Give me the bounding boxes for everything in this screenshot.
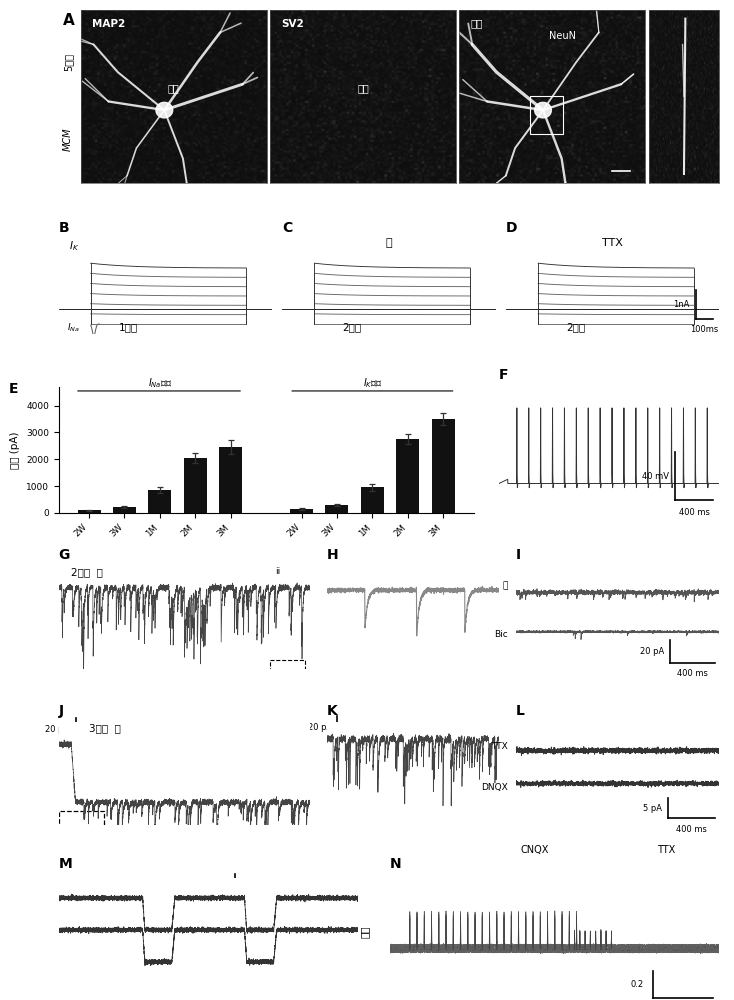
Text: 40 mV: 40 mV xyxy=(642,472,669,481)
Text: 2个月: 2个月 xyxy=(342,322,361,332)
Text: 6 s: 6 s xyxy=(92,747,105,756)
Text: 6 s: 6 s xyxy=(251,923,264,932)
Text: 20 pA: 20 pA xyxy=(640,647,664,656)
Text: SV2: SV2 xyxy=(281,19,304,29)
Text: 红色: 红色 xyxy=(357,83,369,93)
Bar xyxy=(78,510,101,513)
Text: 400 ms: 400 ms xyxy=(677,669,708,678)
Bar xyxy=(361,487,384,513)
Text: D: D xyxy=(506,221,517,235)
Text: $I_{Na}$: $I_{Na}$ xyxy=(68,322,80,334)
Text: B: B xyxy=(59,221,69,235)
Text: $I_K$峰值: $I_K$峰值 xyxy=(363,376,382,390)
Text: F: F xyxy=(499,368,509,382)
Text: 1个月: 1个月 xyxy=(118,322,137,332)
Bar xyxy=(219,447,242,513)
Text: 400 ms: 400 ms xyxy=(677,825,708,834)
Text: 5个月: 5个月 xyxy=(63,53,73,71)
Text: 5 pA: 5 pA xyxy=(643,804,662,813)
Bar xyxy=(325,505,349,513)
Text: J: J xyxy=(59,704,64,718)
Text: MAP2: MAP2 xyxy=(92,19,125,29)
Text: 绿色: 绿色 xyxy=(168,83,180,93)
Text: 50 pA: 50 pA xyxy=(418,906,443,915)
Text: A: A xyxy=(63,13,75,28)
Bar xyxy=(184,458,207,513)
Text: N: N xyxy=(390,857,401,871)
Text: TTX: TTX xyxy=(658,845,676,855)
Text: 浴: 浴 xyxy=(502,581,508,590)
Text: 合并: 合并 xyxy=(470,19,483,29)
Text: I: I xyxy=(516,548,521,562)
Text: E: E xyxy=(9,382,18,396)
Text: $I_{Na}$峰值: $I_{Na}$峰值 xyxy=(148,376,172,390)
Bar xyxy=(432,419,454,513)
Text: TTX: TTX xyxy=(603,238,623,248)
Text: C: C xyxy=(283,221,293,235)
Text: K: K xyxy=(327,704,338,718)
Text: 100ms: 100ms xyxy=(690,325,719,334)
Y-axis label: 电流 (pA): 电流 (pA) xyxy=(10,431,21,469)
Text: 比例: 比例 xyxy=(360,925,370,938)
Text: NeuN: NeuN xyxy=(548,31,575,41)
Text: Bic: Bic xyxy=(494,630,508,639)
Text: 20 pA: 20 pA xyxy=(308,723,332,732)
Text: DNQX: DNQX xyxy=(481,783,508,792)
Text: 1 s: 1 s xyxy=(465,938,478,947)
Text: L: L xyxy=(516,704,525,718)
Text: 30 ms: 30 ms xyxy=(346,745,371,754)
Text: 浴: 浴 xyxy=(385,238,393,248)
Text: 0.2: 0.2 xyxy=(631,980,644,989)
Text: 400 ms: 400 ms xyxy=(678,508,710,517)
Text: 2个月  浴: 2个月 浴 xyxy=(71,567,103,577)
Text: TTX: TTX xyxy=(491,742,508,751)
Bar xyxy=(148,490,172,513)
Text: 2个月: 2个月 xyxy=(566,322,585,332)
Bar xyxy=(290,509,313,513)
Text: $I_K$: $I_K$ xyxy=(70,239,80,253)
Bar xyxy=(530,96,564,134)
Text: 3个月  浴: 3个月 浴 xyxy=(89,723,121,733)
Text: CNQX: CNQX xyxy=(520,845,549,855)
Text: G: G xyxy=(59,548,70,562)
Text: MCM: MCM xyxy=(63,128,73,151)
Text: 1nA: 1nA xyxy=(673,300,689,309)
Bar xyxy=(113,507,136,513)
Text: ii: ii xyxy=(275,567,280,576)
Polygon shape xyxy=(156,102,172,118)
Text: 50 pA: 50 pA xyxy=(203,891,227,900)
Text: H: H xyxy=(327,548,338,562)
Bar xyxy=(59,811,104,932)
Bar xyxy=(270,660,305,753)
Text: M: M xyxy=(59,857,73,871)
Text: 20 pA: 20 pA xyxy=(45,725,69,734)
Polygon shape xyxy=(534,102,551,118)
Bar xyxy=(396,439,419,513)
